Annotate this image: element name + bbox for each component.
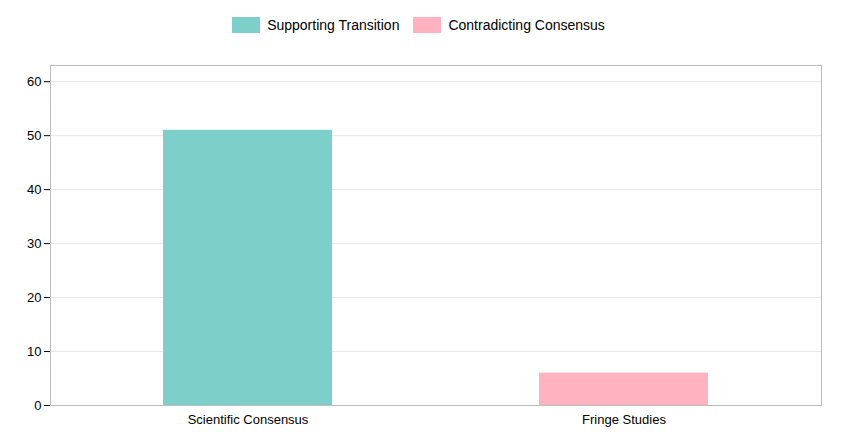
svg-text:60: 60	[27, 74, 41, 89]
html-text:Supporting Transition: Supporting Transition	[267, 16, 400, 33]
svg-text:10: 10	[27, 344, 41, 359]
svg-text:20: 20	[27, 290, 41, 305]
svg-text:50: 50	[27, 128, 41, 143]
svg-text:Scientific Consensus: Scientific Consensus	[188, 412, 309, 427]
svg-text:40: 40	[27, 182, 41, 197]
svg-text:30: 30	[27, 236, 41, 251]
svg-text:Fringe Studies: Fringe Studies	[582, 412, 666, 427]
html-text:Contradicting Consensus: Contradicting Consensus	[448, 16, 605, 33]
svg-text:0: 0	[34, 398, 41, 413]
